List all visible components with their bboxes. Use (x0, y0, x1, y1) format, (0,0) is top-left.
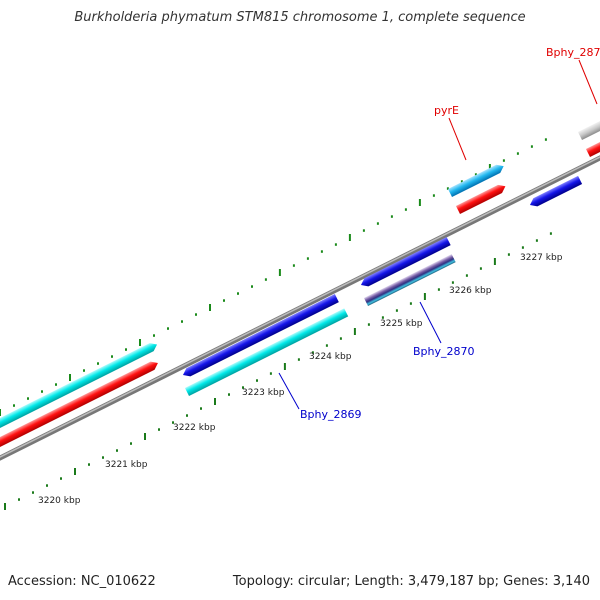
label-line-bphy2869 (278, 372, 300, 410)
label-line-pyre (448, 117, 467, 161)
feature-blue-bphy2869 (182, 294, 339, 377)
genome-backbone-highlight (0, 156, 600, 458)
scale-label: 3222 kbp (173, 423, 216, 433)
feature-red-bphy2873 (585, 131, 600, 157)
gene-label-bphy2869[interactable]: Bphy_2869 (300, 408, 362, 421)
feature-light-blue-pyre (447, 164, 504, 197)
feature-blue-mid (360, 237, 451, 287)
accession-text: Accession: NC_010622 (8, 574, 156, 589)
gene-label-pyre[interactable]: pyrE (434, 104, 459, 117)
gene-label-bphy2873[interactable]: Bphy_2873 (546, 46, 600, 59)
scale-label: 3225 kbp (380, 319, 423, 329)
scale-label: 3223 kbp (242, 388, 285, 398)
label-line-bphy2873 (578, 59, 598, 105)
feature-purple-bphy2870 (363, 254, 456, 306)
feature-cyan-bphy2869 (184, 308, 349, 396)
scale-label: 3220 kbp (38, 496, 81, 506)
gene-label-bphy2870[interactable]: Bphy_2870 (413, 345, 475, 358)
genome-summary-text: Topology: circular; Length: 3,479,187 bp… (232, 574, 590, 589)
map-title: Burkholderia phymatum STM815 chromosome … (74, 10, 526, 25)
scale-label: 3226 kbp (449, 286, 492, 296)
feature-blue-right (529, 175, 583, 207)
feature-cyan-left (0, 343, 158, 433)
feature-grey-bphy2873 (577, 114, 600, 140)
feature-red-left (0, 361, 158, 452)
genome-backbone (0, 155, 600, 461)
scale-label: 3224 kbp (309, 352, 352, 362)
feature-red-pyre (455, 184, 506, 214)
scale-label: 3221 kbp (105, 460, 148, 470)
scale-label: 3227 kbp (520, 253, 563, 263)
label-line-bphy2870 (419, 301, 442, 344)
outer-tick-track (0, 138, 547, 416)
inner-tick-track (4, 232, 552, 510)
